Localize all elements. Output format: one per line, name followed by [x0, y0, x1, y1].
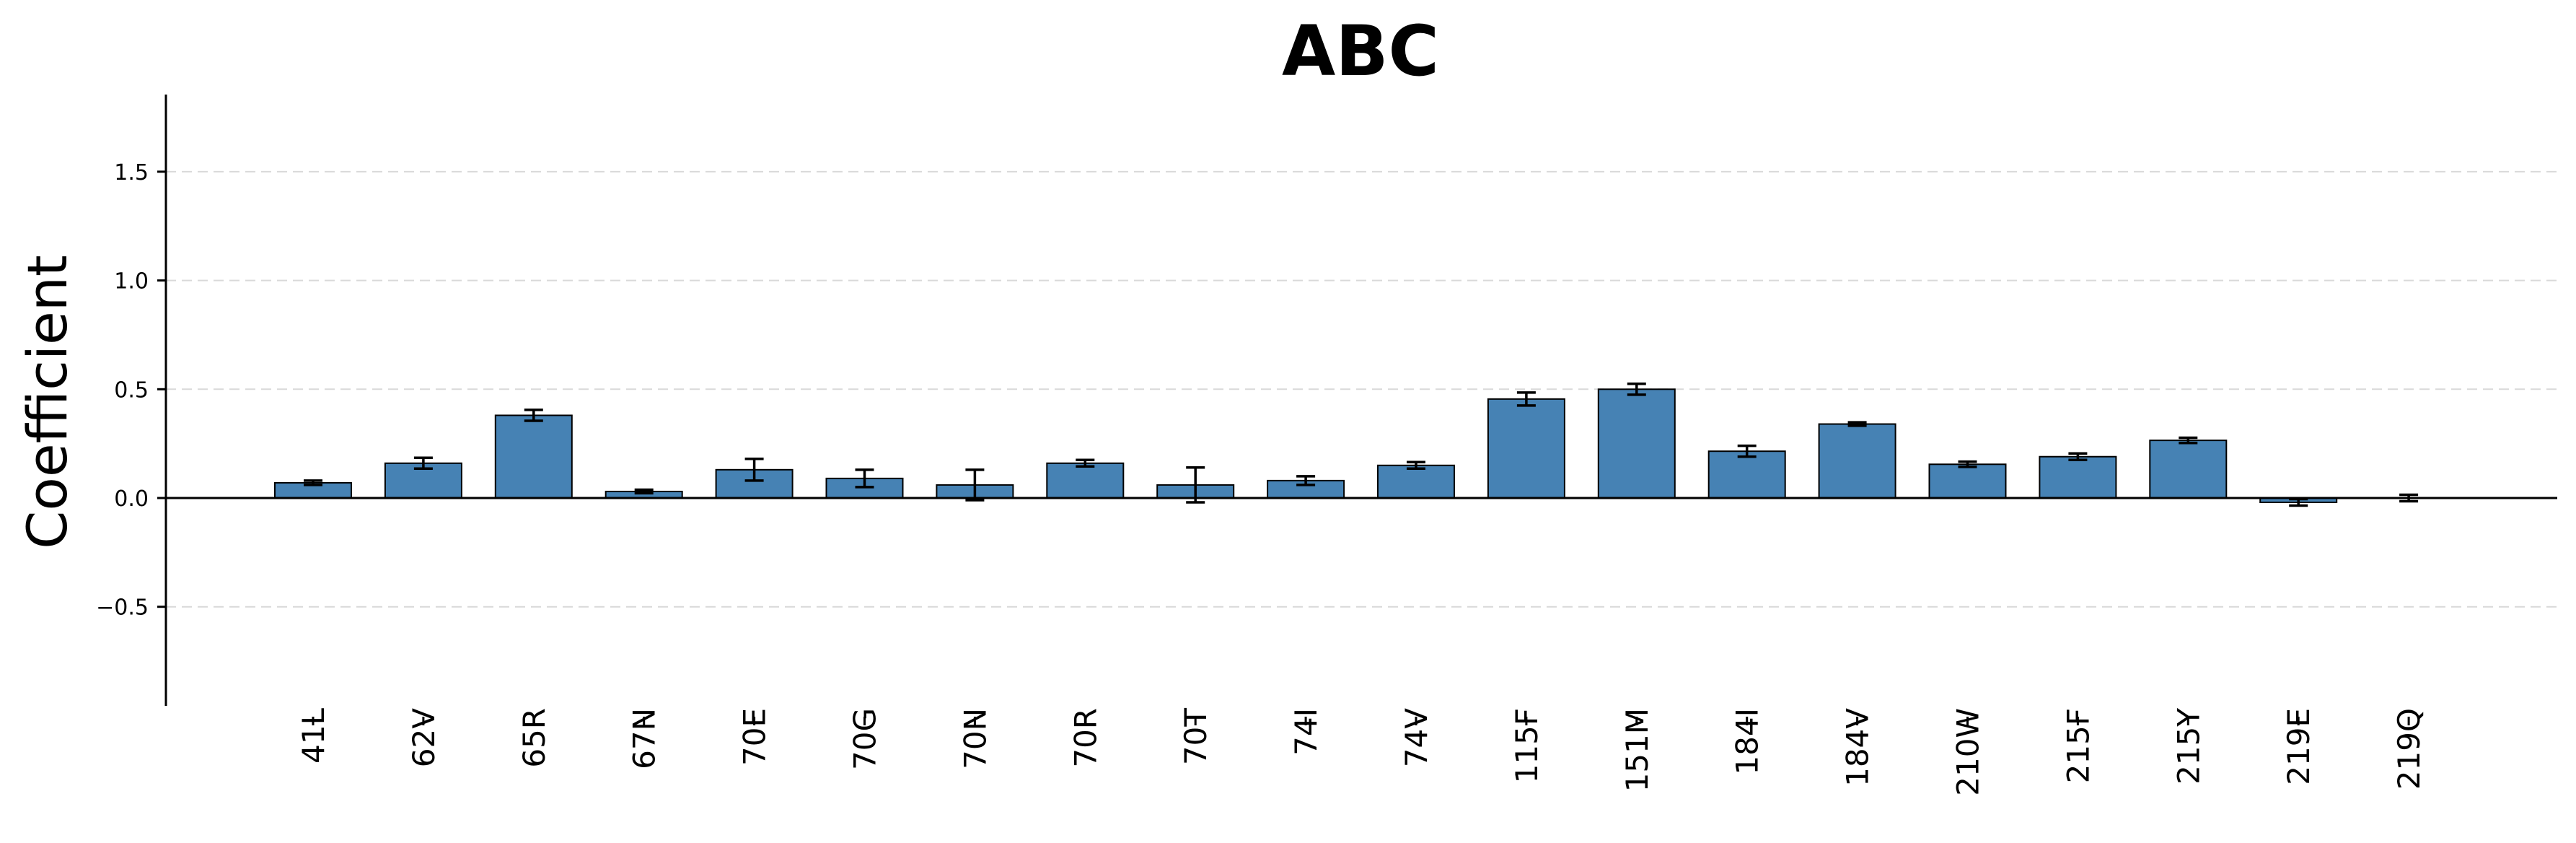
bar-115F — [1487, 398, 1565, 499]
y-axis-label: Coefficient — [15, 255, 79, 549]
bar-65R — [494, 414, 573, 499]
x-tick-label-215F: 215F — [2060, 708, 2096, 783]
x-tick-label-70G: 70G — [848, 708, 883, 770]
x-ticks: 41L 62V 65R 67N 70E 70G 70N 70R 70T 74I 74V 115F 151… — [296, 707, 2427, 795]
error-bar-65R — [524, 409, 543, 422]
bar-184I — [1707, 450, 1786, 499]
chart-title: ABC — [1282, 11, 1439, 92]
bar-151M — [1597, 388, 1676, 499]
x-tick-label-219E: 219E — [2281, 708, 2316, 785]
y-tick-label: 1.5 — [114, 160, 149, 185]
x-tick-label-184I: 184I — [1730, 708, 1765, 775]
x-tick-label-74I: 74I — [1288, 708, 1324, 756]
x-tick-label-151M: 151M — [1619, 708, 1655, 792]
error-bar-184I — [1737, 444, 1757, 458]
error-bar-115F — [1516, 391, 1536, 407]
error-bar-74I — [1296, 475, 1316, 486]
x-tick-label-70R: 70R — [1068, 708, 1103, 768]
bar-215F — [2039, 455, 2117, 499]
bar-210W — [1928, 463, 2007, 499]
x-tick-label-219Q: 219Q — [2391, 708, 2427, 790]
error-bar-151M — [1627, 383, 1646, 396]
bar-70R — [1046, 462, 1125, 499]
error-bar-215F — [2068, 452, 2088, 462]
error-bar-184V — [1847, 421, 1867, 427]
error-bar-67N — [634, 488, 654, 495]
x-tick-label-41L: 41L — [296, 707, 331, 763]
error-bars — [304, 383, 2419, 507]
x-tick-label-184V: 184V — [1840, 708, 1876, 787]
x-tick-label-65R: 65R — [516, 708, 552, 768]
error-bar-215Y — [2179, 436, 2198, 445]
bars — [274, 388, 2448, 504]
x-tick-label-67N: 67N — [627, 708, 662, 769]
y-tick-label: 0.0 — [114, 486, 149, 512]
error-bar-74V — [1407, 460, 1425, 471]
x-tick-label-70N: 70N — [957, 708, 993, 769]
error-bar-62V — [413, 456, 433, 471]
x-tick-label-70T: 70T — [1178, 708, 1213, 765]
x-tick-label-215Y: 215Y — [2171, 708, 2206, 785]
bar-184V — [1818, 423, 1896, 499]
bar-70E — [715, 468, 794, 499]
error-bar-41L — [304, 479, 322, 486]
bar-215Y — [2149, 440, 2228, 499]
error-bar-219E — [2289, 497, 2308, 507]
y-tick-label: 0.5 — [114, 377, 149, 403]
bar-74V — [1377, 464, 1455, 499]
axes — [164, 95, 2557, 706]
error-bar-70E — [744, 457, 764, 482]
x-tick-label-115F: 115F — [1509, 708, 1544, 783]
error-bar-210W — [1958, 460, 1977, 468]
x-tick-label-74V: 74V — [1399, 708, 1434, 767]
x-tick-label-62V: 62V — [406, 708, 441, 767]
error-bar-70R — [1076, 458, 1095, 468]
x-tick-label-70E: 70E — [737, 708, 773, 766]
y-tick-label: −0.5 — [96, 595, 149, 621]
y-ticks: −0.5 0.0 0.5 1.0 1.5 — [96, 160, 166, 621]
error-bar-70N — [965, 468, 985, 502]
error-bar-70T — [1186, 466, 1205, 504]
grid-lines — [166, 170, 2557, 608]
y-tick-label: 1.0 — [114, 269, 149, 294]
error-bar-70G — [855, 468, 874, 489]
x-tick-label-210W: 210W — [1951, 708, 1986, 796]
